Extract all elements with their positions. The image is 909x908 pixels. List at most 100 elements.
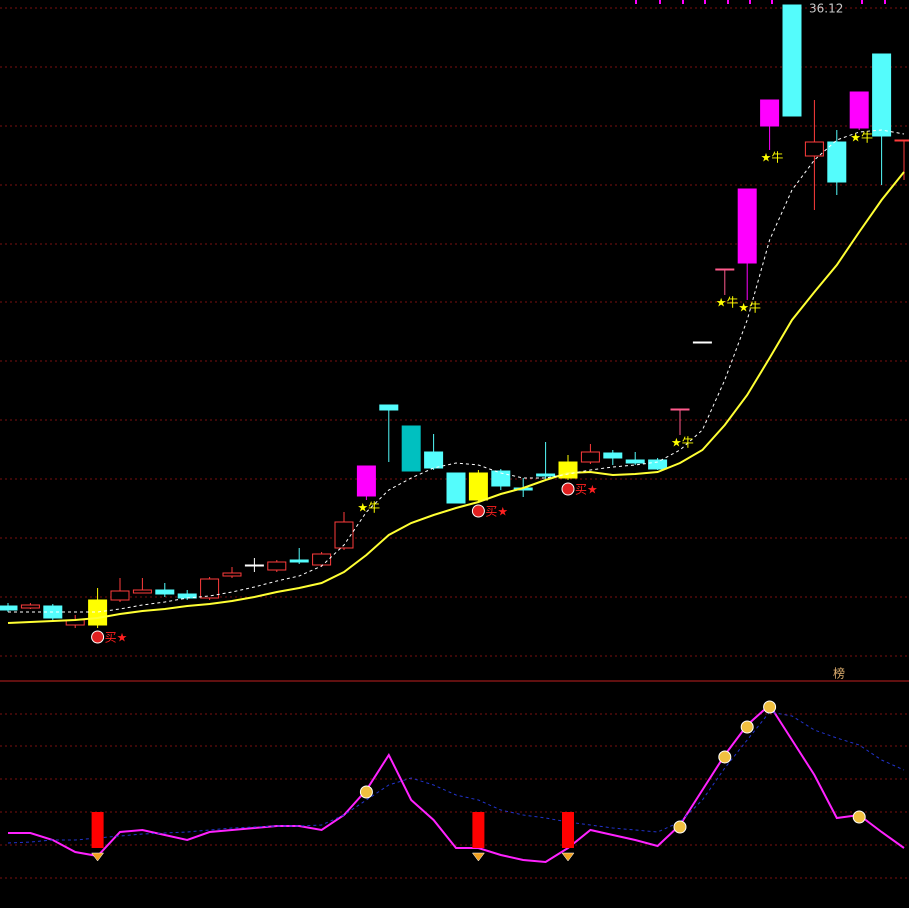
candle-body xyxy=(289,559,309,563)
candle xyxy=(356,465,376,500)
candle xyxy=(804,100,824,210)
candle xyxy=(424,434,444,470)
candle xyxy=(468,470,488,502)
main-grid xyxy=(0,7,909,657)
candle xyxy=(446,472,466,504)
candle xyxy=(244,558,264,572)
candle-body xyxy=(468,472,488,501)
signal-icon xyxy=(471,504,485,518)
diamond-icon xyxy=(91,852,105,862)
line-series xyxy=(8,129,905,613)
candle xyxy=(536,442,556,480)
candle xyxy=(0,603,18,612)
candle-body xyxy=(737,188,757,264)
signal-label: ★牛 xyxy=(671,435,694,450)
candle xyxy=(692,341,712,344)
candle xyxy=(200,577,220,600)
candle xyxy=(670,408,690,435)
candle-body xyxy=(20,604,40,609)
candle-body xyxy=(356,465,376,497)
candle-body xyxy=(536,473,556,477)
signal-label: 买★ xyxy=(485,505,508,519)
candle-body xyxy=(222,572,242,577)
candle xyxy=(737,188,757,300)
candle-body xyxy=(648,459,668,470)
candle-body xyxy=(379,404,399,411)
line-series xyxy=(7,171,905,624)
candle-body xyxy=(894,139,909,142)
money-bag-icon xyxy=(763,700,777,714)
candle-body xyxy=(692,341,712,344)
line-series xyxy=(8,703,905,864)
candle xyxy=(715,268,735,295)
signal-icon xyxy=(561,482,575,496)
candle xyxy=(267,560,287,572)
candle-body xyxy=(827,141,847,183)
candle xyxy=(760,99,780,150)
candle-body xyxy=(603,452,623,459)
top-markers xyxy=(635,0,886,4)
candle-body xyxy=(312,553,332,566)
candle-body xyxy=(670,408,690,411)
money-bag-icon xyxy=(740,720,754,734)
candle-body xyxy=(446,472,466,504)
signal-label: ★牛 xyxy=(716,295,739,310)
candle xyxy=(849,91,869,130)
candle xyxy=(580,444,600,464)
candle-body xyxy=(132,589,152,594)
candle-body xyxy=(625,459,645,464)
candle xyxy=(827,130,847,195)
candle-body xyxy=(200,578,220,599)
signal-bar xyxy=(91,812,104,848)
signal-icon xyxy=(91,630,105,644)
candle xyxy=(872,53,892,185)
candle-body xyxy=(849,91,869,129)
candle-body xyxy=(0,605,18,611)
money-bag-icon xyxy=(718,750,732,764)
max-price-label: 36.12 xyxy=(809,2,843,16)
line-series xyxy=(7,711,905,844)
candle xyxy=(110,578,130,602)
candle-body xyxy=(424,451,444,469)
candle-body xyxy=(334,521,354,549)
money-bag-icon xyxy=(673,820,687,834)
candle xyxy=(132,578,152,594)
candle-body xyxy=(401,425,421,472)
diamond-icon xyxy=(561,852,575,862)
signal-label: ★牛 xyxy=(850,130,873,145)
candle xyxy=(312,552,332,567)
candle-body xyxy=(244,564,264,567)
candle xyxy=(625,452,645,465)
candle-body xyxy=(760,99,780,127)
candle xyxy=(289,548,309,564)
candle xyxy=(648,458,668,470)
rank-label: 榜 xyxy=(833,666,845,681)
signal-label: ★牛 xyxy=(761,150,784,165)
candle-body xyxy=(580,451,600,463)
candle xyxy=(222,567,242,578)
candle xyxy=(20,603,40,609)
signal-label: 买★ xyxy=(575,483,598,497)
signal-bar xyxy=(472,812,485,848)
candle xyxy=(155,583,175,597)
candle xyxy=(401,425,421,472)
money-bag-icon xyxy=(359,785,373,799)
candle-body xyxy=(155,589,175,595)
candle xyxy=(603,450,623,465)
candle-body xyxy=(491,470,511,487)
candle-body xyxy=(804,141,824,157)
signal-bar xyxy=(562,812,574,848)
candle xyxy=(379,404,399,462)
candle-body xyxy=(715,268,735,271)
candle xyxy=(334,512,354,550)
money-bag-icon xyxy=(852,810,866,824)
candle-body xyxy=(88,599,108,626)
signal-label: ★牛 xyxy=(357,500,380,515)
candle xyxy=(782,4,802,117)
signal-label: ★牛 xyxy=(738,300,761,315)
signal-label: 买★ xyxy=(105,631,128,645)
indicator-grid xyxy=(0,713,909,879)
candle-body xyxy=(110,590,130,601)
